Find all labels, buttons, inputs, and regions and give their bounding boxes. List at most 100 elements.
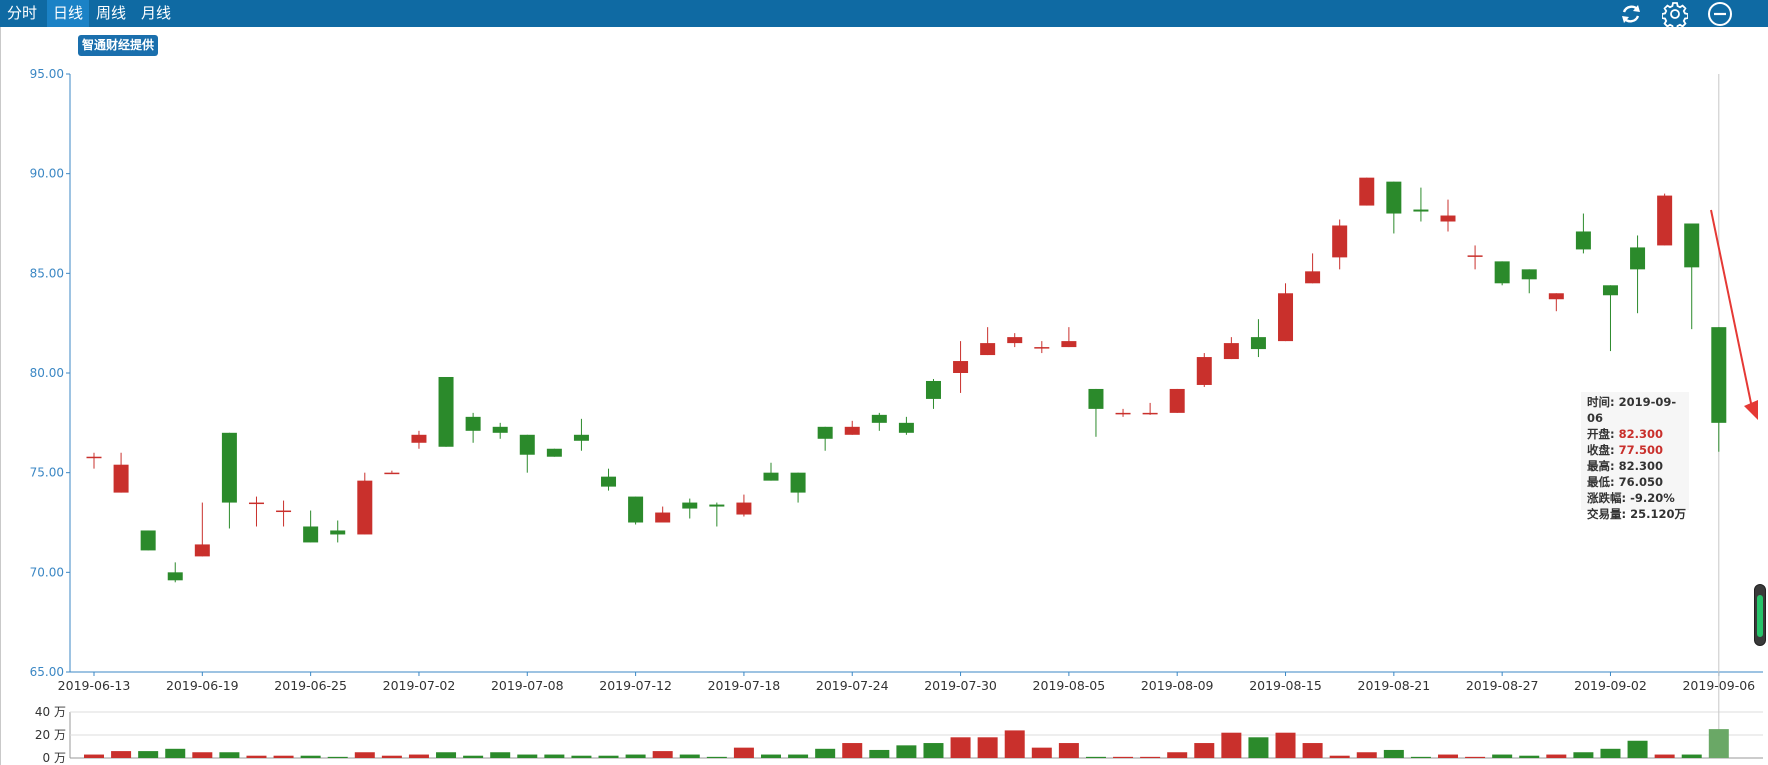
tooltip-change-row: 涨跌幅: -9.20%: [1587, 490, 1689, 506]
x-tick-label: 2019-08-05: [1033, 678, 1106, 693]
x-tick-label: 2019-08-27: [1466, 678, 1539, 693]
candle-body: [844, 426, 860, 435]
candle-body: [330, 530, 346, 535]
volume-bar: [544, 754, 565, 758]
tooltip-time-row: 时间: 2019-09-06: [1587, 394, 1689, 426]
volume-bar: [598, 755, 619, 758]
candle-body: [1657, 195, 1673, 246]
volume-bar: [246, 755, 267, 758]
candle-body: [736, 502, 752, 515]
volume-bar: [490, 752, 511, 758]
candle-body: [1386, 181, 1402, 214]
candle-body: [1440, 215, 1456, 222]
volume-bar: [436, 752, 457, 758]
volume-bar: [165, 748, 186, 758]
candle-body: [1467, 255, 1483, 257]
candle-body: [1602, 285, 1618, 296]
volume-bar: [1573, 752, 1594, 758]
tooltip-change: -9.20%: [1630, 491, 1675, 505]
candle-body: [1711, 327, 1727, 423]
tooltip-time-label: 时间:: [1587, 395, 1615, 409]
candle-body: [1196, 357, 1212, 385]
candle-body: [628, 496, 644, 523]
volume-bar: [1708, 729, 1729, 758]
volume-bar: [1519, 755, 1540, 758]
candle-body: [438, 376, 454, 447]
candle-body: [546, 448, 562, 457]
volume-bar: [1329, 755, 1350, 758]
tab-daily[interactable]: 日线: [47, 0, 89, 27]
candle-body: [682, 502, 698, 509]
volume-bar: [896, 745, 917, 758]
refresh-icon[interactable]: [1618, 1, 1644, 27]
x-tick-label: 2019-06-13: [58, 678, 131, 693]
candle-body: [1034, 347, 1050, 349]
volume-bar: [1113, 756, 1134, 758]
x-tick-label: 2019-07-30: [924, 678, 997, 693]
gear-icon[interactable]: [1662, 1, 1688, 27]
tooltip-volume-row: 交易量: 25.120万: [1587, 506, 1689, 522]
candle-body: [925, 380, 941, 399]
volume-bar: [192, 752, 213, 758]
x-tick-label: 2019-08-09: [1141, 678, 1214, 693]
candle-body: [1115, 412, 1131, 415]
tooltip-open-label: 开盘:: [1587, 427, 1615, 441]
volume-bar: [327, 756, 348, 758]
volume-bar: [1085, 756, 1106, 758]
minus-circle-icon[interactable]: [1707, 1, 1733, 27]
scrollbar-thumb[interactable]: [1757, 595, 1763, 637]
candle-body: [980, 343, 996, 356]
candle-body: [1548, 293, 1564, 300]
volume-bar: [219, 752, 240, 758]
volume-bar: [1058, 743, 1079, 758]
candle-body: [790, 472, 806, 493]
volume-bar: [381, 755, 402, 758]
volume-bar: [1465, 756, 1486, 758]
candle-body: [1169, 388, 1185, 413]
candle-body: [194, 544, 210, 557]
candle-tooltip: 时间: 2019-09-06 开盘: 82.300 收盘: 77.500 最高:…: [1581, 392, 1689, 521]
candle-body: [1521, 269, 1537, 280]
candle-body: [898, 422, 914, 433]
volume-bar: [652, 751, 673, 758]
volume-bar: [679, 754, 700, 758]
candle-body: [519, 434, 535, 455]
volume-bar: [1194, 743, 1215, 758]
volume-bar: [111, 751, 132, 758]
volume-bar: [1167, 752, 1188, 758]
volume-tick-label: 40 万: [35, 705, 66, 719]
tab-monthly[interactable]: 月线: [140, 4, 171, 22]
x-tick-label: 2019-08-15: [1249, 678, 1322, 693]
candle-body: [1061, 341, 1077, 348]
x-tick-label: 2019-07-24: [816, 678, 889, 693]
y-tick-label: 95.00: [30, 67, 64, 81]
candle-body: [411, 434, 427, 443]
volume-bar: [1004, 730, 1025, 758]
x-tick-label: 2019-06-19: [166, 678, 239, 693]
volume-bar: [1492, 754, 1513, 758]
volume-bar: [761, 754, 781, 758]
candle-body: [1007, 337, 1023, 344]
top-toolbar: 分时 日线 周线 月线: [0, 0, 1768, 27]
volume-bar: [1302, 743, 1323, 758]
scrollbar-handle[interactable]: [1754, 584, 1766, 646]
candle-body: [303, 526, 319, 543]
volume-bar: [1221, 732, 1242, 758]
volume-bar: [300, 755, 321, 758]
volume-bar: [1031, 747, 1052, 758]
tab-weekly[interactable]: 周线: [95, 4, 126, 22]
tab-intraday[interactable]: 分时: [6, 4, 37, 22]
volume-bar: [138, 751, 159, 758]
x-tick-label: 2019-07-12: [599, 678, 672, 693]
volume-tick-label: 0 万: [43, 751, 66, 765]
candle-body: [276, 510, 292, 513]
annotation-arrow-head: [1744, 400, 1758, 420]
candle-body: [113, 464, 129, 493]
volume-bar: [1383, 749, 1404, 758]
volume-bar: [84, 754, 104, 758]
tooltip-low-label: 最低:: [1587, 475, 1615, 489]
candle-body: [1413, 209, 1429, 212]
volume-bar: [733, 747, 754, 758]
candle-body: [1359, 177, 1375, 206]
